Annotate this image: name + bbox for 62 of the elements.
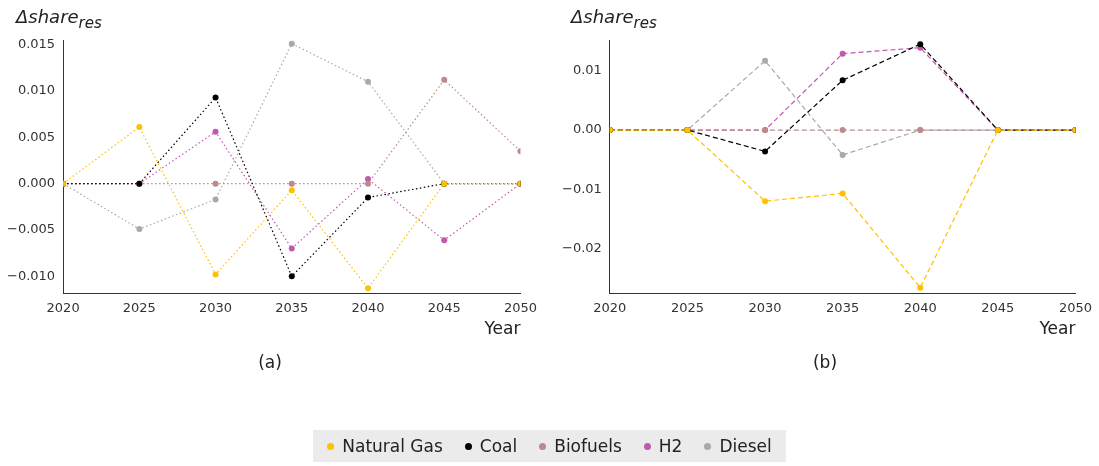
point (136, 124, 143, 131)
x-tick-label: 2045 (981, 300, 1015, 316)
y-tick-label: 0.015 (17, 36, 56, 52)
point (762, 57, 769, 64)
point (839, 77, 846, 84)
y-tick-label: 0.01 (572, 62, 602, 78)
x-tick-label: 2040 (351, 300, 385, 316)
point (839, 190, 846, 197)
legend-label: Diesel (719, 436, 772, 456)
point (762, 148, 769, 155)
x-tick-label: 2020 (593, 300, 627, 316)
point (762, 198, 769, 205)
point (365, 194, 372, 201)
x-tick-label: 2025 (670, 300, 704, 316)
point (365, 78, 372, 85)
y-tick-label: −0.01 (561, 180, 602, 196)
x-tick-label: 2040 (903, 300, 937, 316)
point (212, 180, 219, 187)
x-tick-label: 2045 (427, 300, 461, 316)
x-axis-title: Year (483, 318, 521, 339)
y-tick-label: 0.005 (17, 128, 56, 144)
y-tick-label: −0.005 (7, 221, 56, 237)
point (441, 237, 448, 244)
text: (a) (257, 352, 283, 372)
legend-label: H2 (658, 436, 683, 456)
x-tick-label: 2035 (275, 300, 309, 316)
point (212, 271, 219, 278)
legend-label: Coal (479, 436, 518, 456)
point (839, 151, 846, 158)
point (212, 94, 219, 101)
x-tick-label: 2025 (122, 300, 156, 316)
x-tick-label: 2020 (46, 300, 80, 316)
point (288, 180, 295, 187)
point (917, 284, 924, 291)
text: (b) (811, 352, 839, 372)
y-tick-label: −0.010 (7, 267, 56, 283)
x-tick-label: 2050 (1058, 300, 1092, 316)
y-tick-label: 0.00 (572, 121, 602, 137)
point (212, 196, 219, 203)
legend-label: Natural Gas (342, 436, 443, 456)
x-tick-label: 2030 (748, 300, 782, 316)
point (839, 50, 846, 57)
point (288, 40, 295, 47)
y-tick-label: 0.010 (17, 82, 56, 98)
point (288, 245, 295, 252)
x-axis-title: Year (1038, 318, 1076, 339)
point (365, 285, 372, 292)
y-axis-title: Δshare$_{res}$ (16, 6, 102, 32)
point (136, 226, 143, 233)
point (212, 128, 219, 135)
point (288, 273, 295, 280)
point (839, 127, 846, 134)
y-tick-label: 0.000 (17, 175, 56, 191)
y-axis-title: Δshare$_{res}$ (571, 6, 657, 32)
point (441, 76, 448, 83)
x-tick-label: 2050 (503, 300, 537, 316)
y-tick-label: −0.02 (561, 239, 602, 255)
point (288, 187, 295, 194)
legend-label: Biofuels (554, 436, 622, 456)
point (365, 180, 372, 187)
x-tick-label: 2030 (199, 300, 233, 316)
x-tick-label: 2035 (826, 300, 860, 316)
